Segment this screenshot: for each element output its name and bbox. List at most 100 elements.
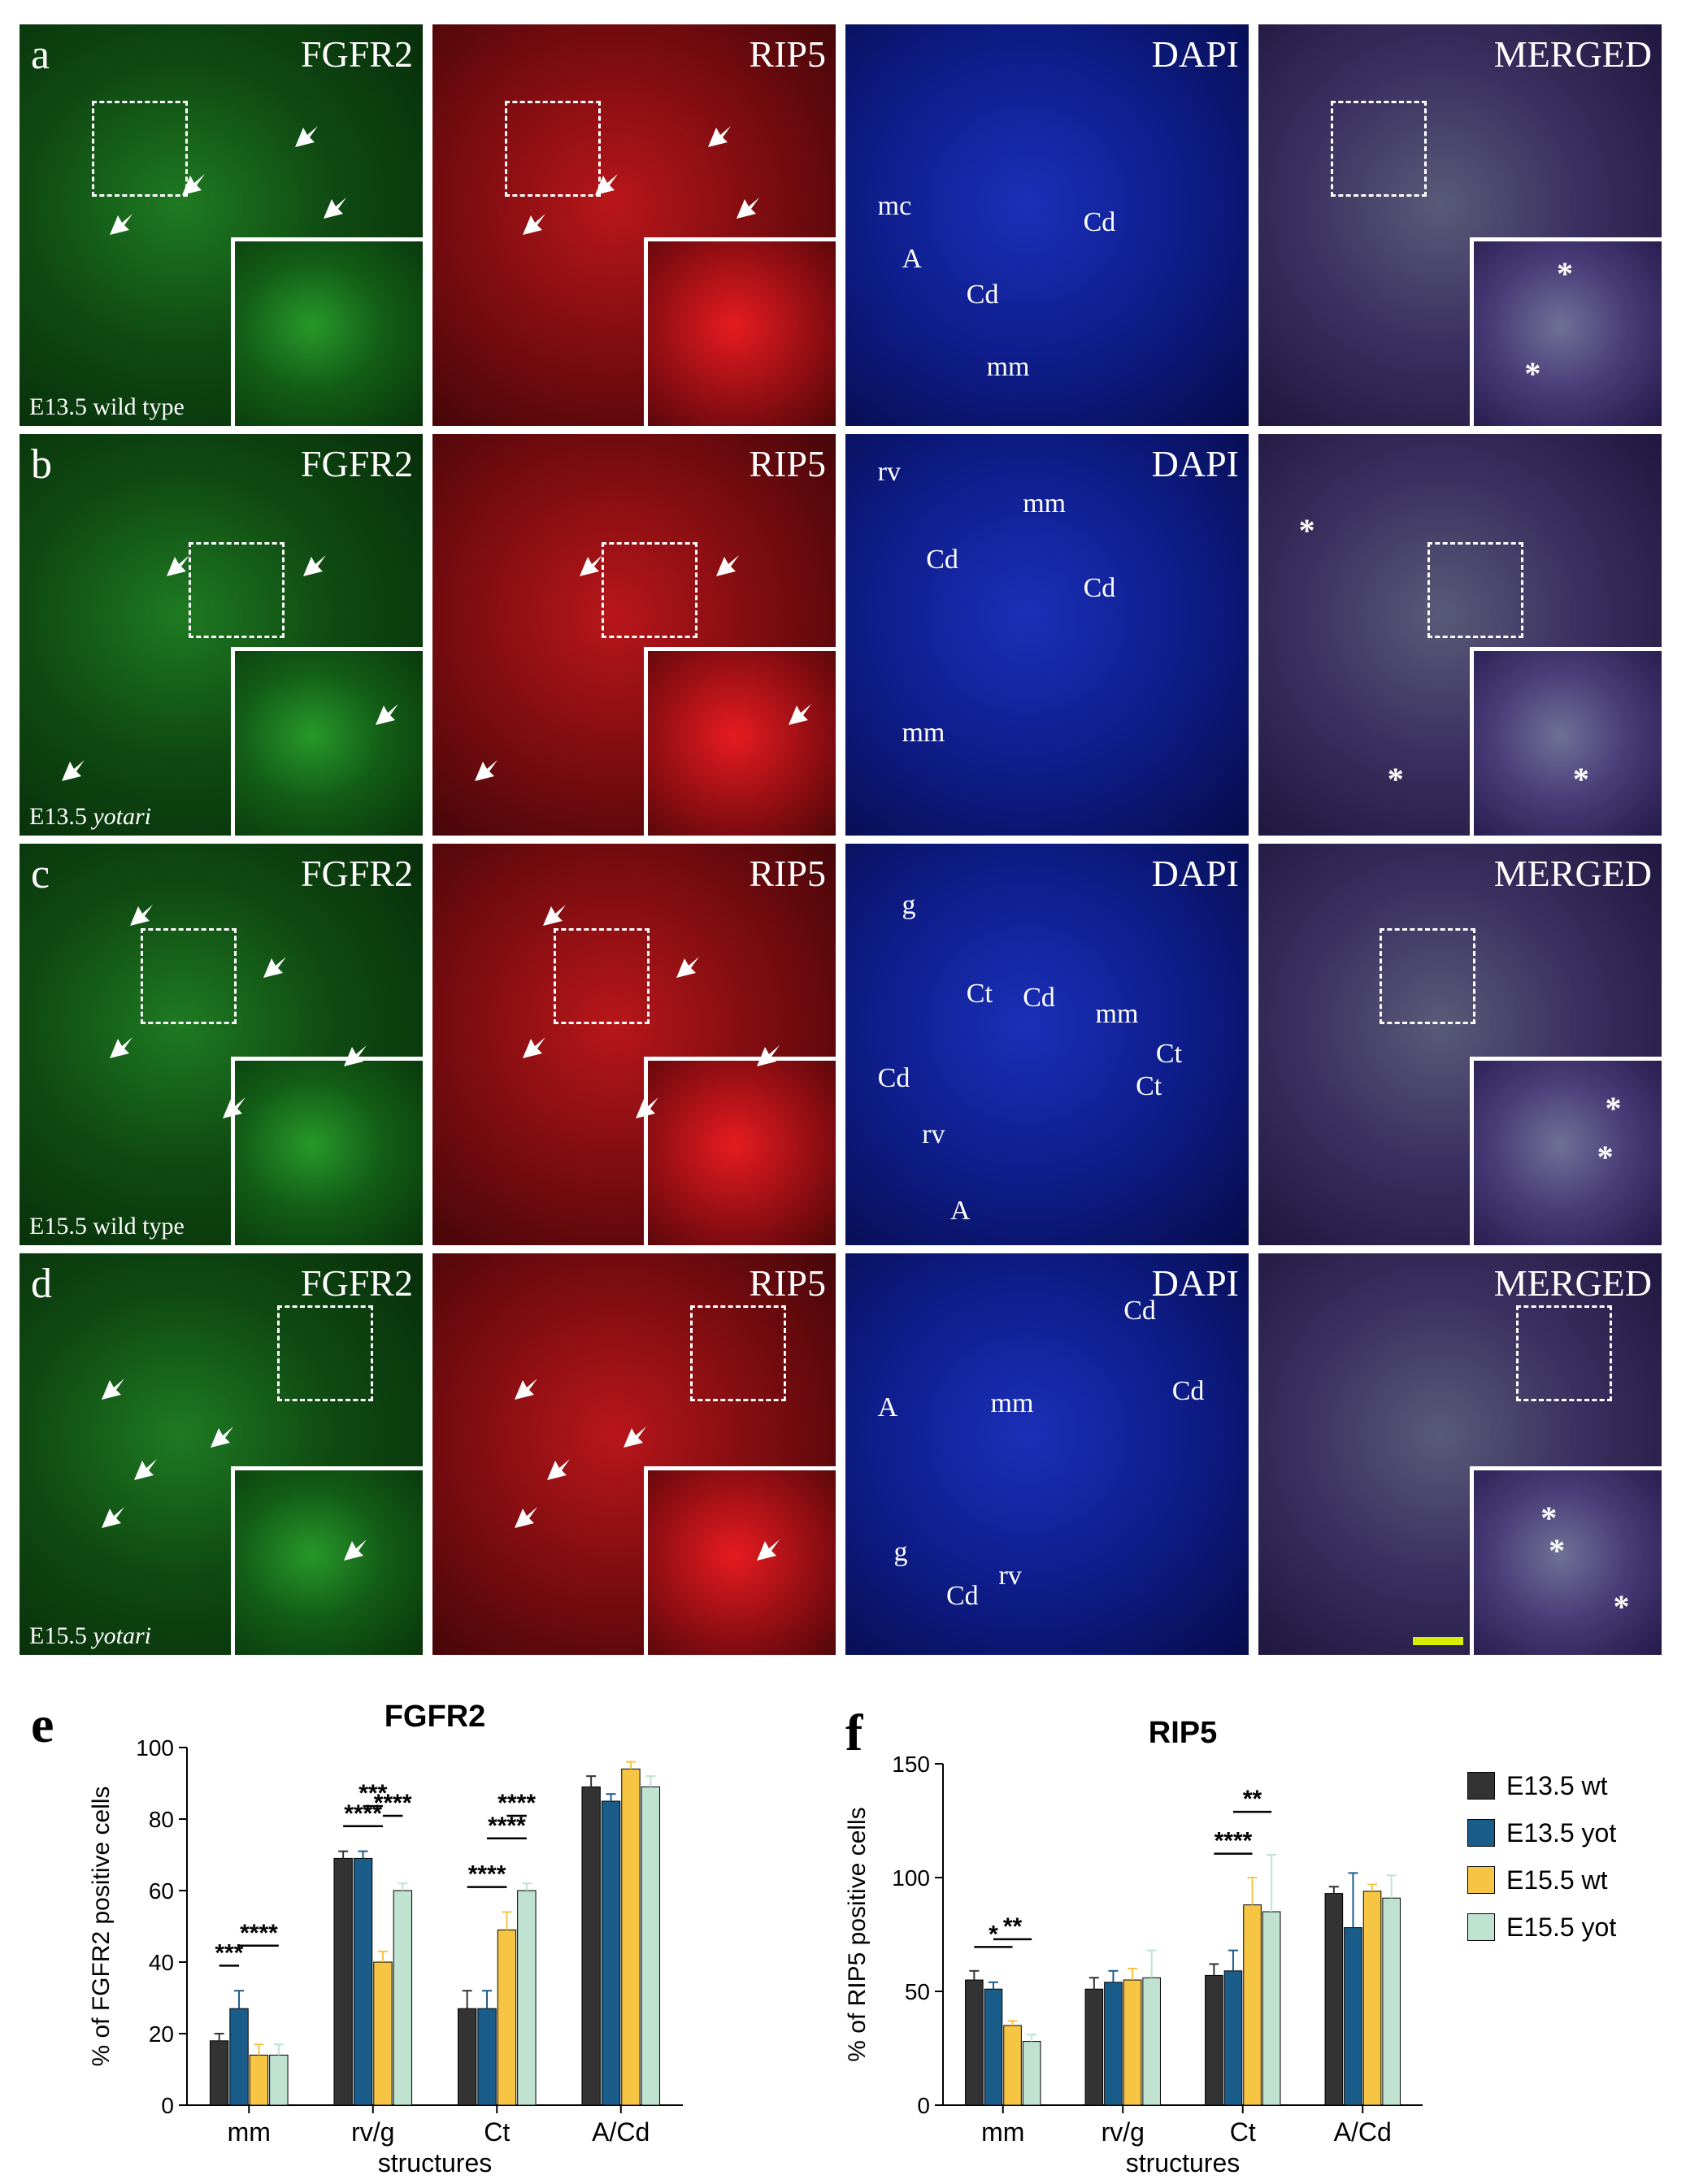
arrowhead-icon: [593, 169, 621, 197]
row-letter: a: [31, 32, 50, 78]
arrowhead-icon: [322, 193, 350, 220]
structure-label: Ct: [1155, 1039, 1183, 1070]
bar: [497, 1929, 517, 2106]
dashed-roi-box: [277, 1305, 374, 1402]
bar: [1362, 1891, 1382, 2106]
channel-label: RIP5: [749, 1262, 826, 1304]
magnified-inset: [644, 1057, 836, 1245]
arrowhead-icon: [755, 1040, 783, 1068]
panel-b-dapi: DAPI rv mm Cd Cd mm: [845, 434, 1249, 836]
magnified-inset: [644, 237, 836, 426]
dashed-roi-box: [140, 927, 237, 1024]
asterisk-marker: *: [1524, 355, 1541, 393]
bar: [517, 1890, 537, 2106]
structure-label: rv: [877, 456, 901, 487]
structure-label: mm: [990, 1387, 1034, 1418]
panel-c-rip5: RIP5: [432, 844, 836, 1245]
bar: [621, 1768, 641, 2106]
structure-label: Cd: [1123, 1296, 1156, 1326]
bar: [581, 1786, 601, 2106]
bar: [1123, 1979, 1142, 2106]
significance-label: ****: [240, 1920, 278, 1947]
arrowhead-icon: [128, 900, 156, 927]
channel-label: MERGED: [1493, 33, 1652, 75]
y-axis-label: % of RIP5 positive cells: [844, 1807, 871, 2061]
structure-label: rv: [998, 1561, 1022, 1591]
structure-label: Cd: [1083, 207, 1116, 238]
arrowhead-icon: [513, 1374, 541, 1401]
arrowhead-icon: [133, 1454, 160, 1482]
arrowhead-icon: [100, 1374, 128, 1401]
x-tick-label: rv/g: [1102, 2117, 1145, 2147]
legend-swatch: [1467, 1772, 1495, 1800]
panel-d-merged: MERGED * * *: [1258, 1253, 1662, 1655]
asterisk-marker: *: [1298, 511, 1315, 549]
arrowhead-icon: [342, 1535, 370, 1562]
bar: [1262, 1911, 1281, 2106]
condition-label: E15.5 wild type: [29, 1213, 185, 1240]
y-tick-label: 60: [149, 1878, 174, 1904]
bar: [965, 1979, 984, 2106]
significance-label: **: [1003, 1913, 1023, 1940]
bar: [1243, 1904, 1262, 2106]
arrowhead-icon: [60, 755, 88, 783]
significance-label: ****: [374, 1790, 412, 1817]
arrowhead-icon: [634, 1092, 662, 1120]
arrowhead-icon: [578, 550, 606, 578]
structure-label: mm: [1023, 488, 1067, 519]
arrowhead-icon: [374, 699, 402, 727]
asterisk-marker: *: [1387, 761, 1404, 798]
channel-label: RIP5: [749, 33, 826, 75]
panel-d-rip5: RIP5: [432, 1253, 836, 1655]
bar: [1344, 1927, 1362, 2106]
channel-label: FGFR2: [300, 443, 413, 484]
legend-swatch: [1467, 1866, 1495, 1894]
structure-label: mm: [986, 352, 1030, 383]
condition-label: E15.5 yotari: [29, 1622, 151, 1649]
fgfr2-bar-chart: FGFR2 0 20 40 60 80 100 % of FGFR2 positive cel…: [88, 1700, 683, 2177]
structure-label: rv: [922, 1118, 945, 1149]
panel-c-dapi: DAPI g Ct Cd mm Ct Ct Cd rv A: [845, 844, 1249, 1245]
channel-label: MERGED: [1493, 853, 1652, 894]
dashed-roi-box: [1331, 100, 1427, 197]
legend-item: E13.5 wt: [1467, 1762, 1679, 1809]
condition-label: E13.5 yotari: [29, 803, 151, 830]
structure-label: g: [893, 1536, 908, 1567]
structure-label: Cd: [1171, 1376, 1205, 1407]
bar: [269, 2054, 289, 2106]
bar: [457, 2008, 477, 2106]
bar: [641, 1786, 661, 2106]
asterisk-marker: *: [1557, 254, 1574, 292]
structure-label: A: [877, 1392, 898, 1422]
dashed-roi-box: [1427, 542, 1524, 639]
arrowhead-icon: [209, 1422, 237, 1449]
bar: [209, 2040, 229, 2106]
significance-label: ****: [344, 1800, 382, 1827]
bar: [984, 1988, 1003, 2106]
arrowhead-icon: [108, 1032, 136, 1060]
structure-label: Cd: [1023, 982, 1055, 1013]
panel-b-fgfr2: FGFR2 b E13.5 yotari: [20, 434, 423, 836]
channel-label: FGFR2: [300, 33, 413, 75]
arrowhead-icon: [342, 1040, 370, 1068]
magnified-inset: [231, 1466, 423, 1655]
arrowhead-icon: [545, 1454, 573, 1482]
arrowhead-icon: [513, 1502, 541, 1530]
significance-label: ***: [358, 1780, 387, 1807]
legend-swatch: [1467, 1819, 1495, 1847]
significance-label: **: [1243, 1786, 1262, 1813]
magnified-inset: [1470, 237, 1662, 426]
asterisk-marker: *: [1572, 761, 1589, 798]
structure-label: Ct: [1136, 1070, 1162, 1101]
significance-label: ****: [468, 1861, 506, 1888]
legend-label: E15.5 yot: [1506, 1912, 1617, 1942]
y-tick-label: 20: [149, 2021, 174, 2047]
arrowhead-icon: [675, 952, 702, 979]
arrowhead-icon: [293, 121, 321, 149]
bar: [373, 1961, 393, 2106]
panel-a-merged: MERGED * *: [1258, 24, 1662, 426]
legend-label: E13.5 wt: [1506, 1770, 1608, 1800]
magnified-inset: [644, 1466, 836, 1655]
structure-label: g: [902, 890, 916, 921]
row-letter: c: [31, 851, 50, 897]
